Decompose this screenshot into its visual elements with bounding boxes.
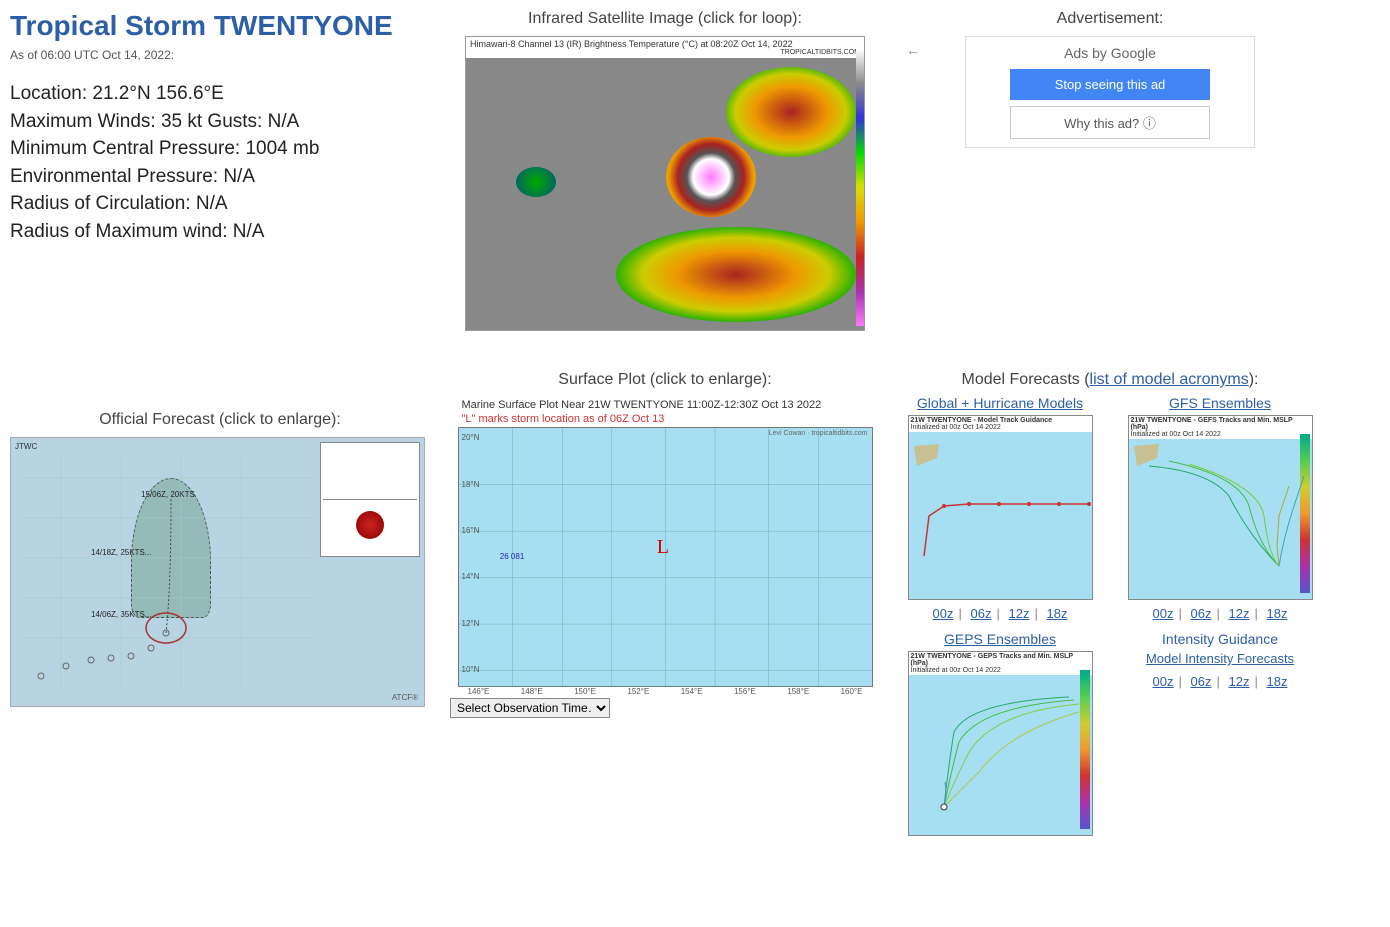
official-title: Official Forecast (click to enlarge): — [10, 411, 430, 429]
xtick: 160°E — [841, 687, 863, 696]
gfs-tracks — [1129, 416, 1314, 601]
surface-obs: 26 081 — [500, 552, 524, 561]
stat-rmw: Radius of Maximum wind: N/A — [10, 218, 430, 246]
sat-colorbar — [856, 49, 864, 326]
z-link[interactable]: 18z — [1266, 606, 1287, 621]
stat-envpressure: Environmental Pressure: N/A — [10, 163, 430, 191]
xtick: 150°E — [574, 687, 596, 696]
ad-by-label: Ads by Google — [974, 45, 1246, 61]
gfs-title[interactable]: GFS Ensembles — [1120, 395, 1320, 411]
xtick: 158°E — [787, 687, 809, 696]
ad-stop-button[interactable]: Stop seeing this ad — [1010, 69, 1210, 100]
satellite-image[interactable]: Himawari-8 Channel 13 (IR) Brightness Te… — [465, 36, 865, 331]
z-link[interactable]: 12z — [1009, 606, 1030, 621]
ad-box: Ads by Google Stop seeing this ad Why th… — [965, 36, 1255, 148]
z-link[interactable]: 06z — [971, 606, 992, 621]
ad-section-title: Advertisement: — [900, 10, 1320, 28]
stat-pressure: Minimum Central Pressure: 1004 mb — [10, 135, 430, 163]
z-link[interactable]: 06z — [1191, 674, 1212, 689]
ad-back-icon[interactable]: ← — [906, 42, 920, 58]
ad-by-text: Ads by Google — [1064, 45, 1156, 61]
ytick: 20°N — [462, 433, 480, 442]
xtick: 148°E — [521, 687, 543, 696]
z-link[interactable]: 06z — [1191, 606, 1212, 621]
gfs-zlinks: 00z| 06z| 12z| 18z — [1120, 606, 1320, 621]
surface-title: Surface Plot (click to enlarge): — [450, 371, 880, 389]
official-forecast-image[interactable]: JTWC 15/06Z, 20KTS 14/18Z, 25KTS... 14/0… — [10, 437, 425, 707]
xtick: 156°E — [734, 687, 756, 696]
xtick: 152°E — [627, 687, 649, 696]
global-zlinks: 00z| 06z| 12z| 18z — [900, 606, 1100, 621]
xtick: 154°E — [681, 687, 703, 696]
ytick: 12°N — [462, 619, 480, 628]
z-link[interactable]: 00z — [1153, 606, 1174, 621]
ytick: 14°N — [462, 572, 480, 581]
surface-subcaption: "L" marks storm location as of 06Z Oct 1… — [458, 413, 873, 427]
sat-caption: Himawari-8 Channel 13 (IR) Brightness Te… — [470, 39, 793, 49]
global-models-image[interactable]: 21W TWENTYONE - Model Track Guidance Ini… — [908, 415, 1093, 600]
geps-tracks — [909, 652, 1094, 837]
surface-caption: Marine Surface Plot Near 21W TWENTYONE 1… — [458, 397, 873, 413]
z-link[interactable]: 18z — [1046, 606, 1067, 621]
stat-roc: Radius of Circulation: N/A — [10, 190, 430, 218]
sat-section-title: Infrared Satellite Image (click for loop… — [450, 10, 880, 28]
intensity-zlinks: 00z| 06z| 12z| 18z — [1120, 674, 1320, 689]
z-link[interactable]: 12z — [1229, 674, 1250, 689]
storm-title: Tropical Storm TWENTYONE — [10, 10, 430, 42]
z-link[interactable]: 00z — [933, 606, 954, 621]
model-acronyms-link[interactable]: list of model acronyms — [1090, 371, 1249, 388]
xtick: 146°E — [468, 687, 490, 696]
as-of-time: As of 06:00 UTC Oct 14, 2022: — [10, 48, 430, 62]
sat-convection-core — [666, 137, 756, 217]
models-pre: Model Forecasts ( — [962, 371, 1090, 388]
models-post: ): — [1249, 371, 1259, 388]
z-link[interactable]: 12z — [1229, 606, 1250, 621]
stat-location: Location: 21.2°N 156.6°E — [10, 80, 430, 108]
atcf-label: ATCF® — [392, 693, 418, 702]
ad-why-button[interactable]: Why this ad? ⓘ — [1010, 106, 1210, 139]
gfs-image[interactable]: 21W TWENTYONE - GEFS Tracks and Min. MSL… — [1128, 415, 1313, 600]
observation-time-select[interactable]: Select Observation Time… — [450, 698, 610, 718]
z-link[interactable]: 18z — [1266, 674, 1287, 689]
stat-maxwinds: Maximum Winds: 35 kt Gusts: N/A — [10, 108, 430, 136]
intensity-forecasts-link[interactable]: Model Intensity Forecasts — [1120, 651, 1320, 666]
surface-map: L 26 081 20°N 18°N 16°N 14°N 12°N 10°N L… — [458, 427, 873, 687]
forecast-track — [11, 438, 426, 708]
ytick: 18°N — [462, 480, 480, 489]
sat-cell-w — [516, 167, 556, 197]
global-track — [909, 416, 1094, 601]
geps-title[interactable]: GEPS Ensembles — [900, 631, 1100, 647]
z-link[interactable]: 00z — [1153, 674, 1174, 689]
sat-brand: TROPICALTIDBITS.COM — [780, 49, 860, 56]
ytick: 16°N — [462, 526, 480, 535]
surface-low-marker: L — [657, 536, 669, 559]
sat-band-s — [616, 227, 856, 322]
surface-brand: Levi Cowan · tropicaltidbits.com — [769, 430, 868, 437]
models-title: Model Forecasts (list of model acronyms)… — [900, 371, 1320, 389]
intensity-title: Intensity Guidance — [1120, 631, 1320, 647]
surface-plot-image[interactable]: Marine Surface Plot Near 21W TWENTYONE 1… — [458, 397, 873, 692]
geps-image[interactable]: 21W TWENTYONE - GEPS Tracks and Min. MSL… — [908, 651, 1093, 836]
global-models-title[interactable]: Global + Hurricane Models — [900, 395, 1100, 411]
sat-band-ne — [726, 67, 856, 157]
ytick: 10°N — [462, 665, 480, 674]
